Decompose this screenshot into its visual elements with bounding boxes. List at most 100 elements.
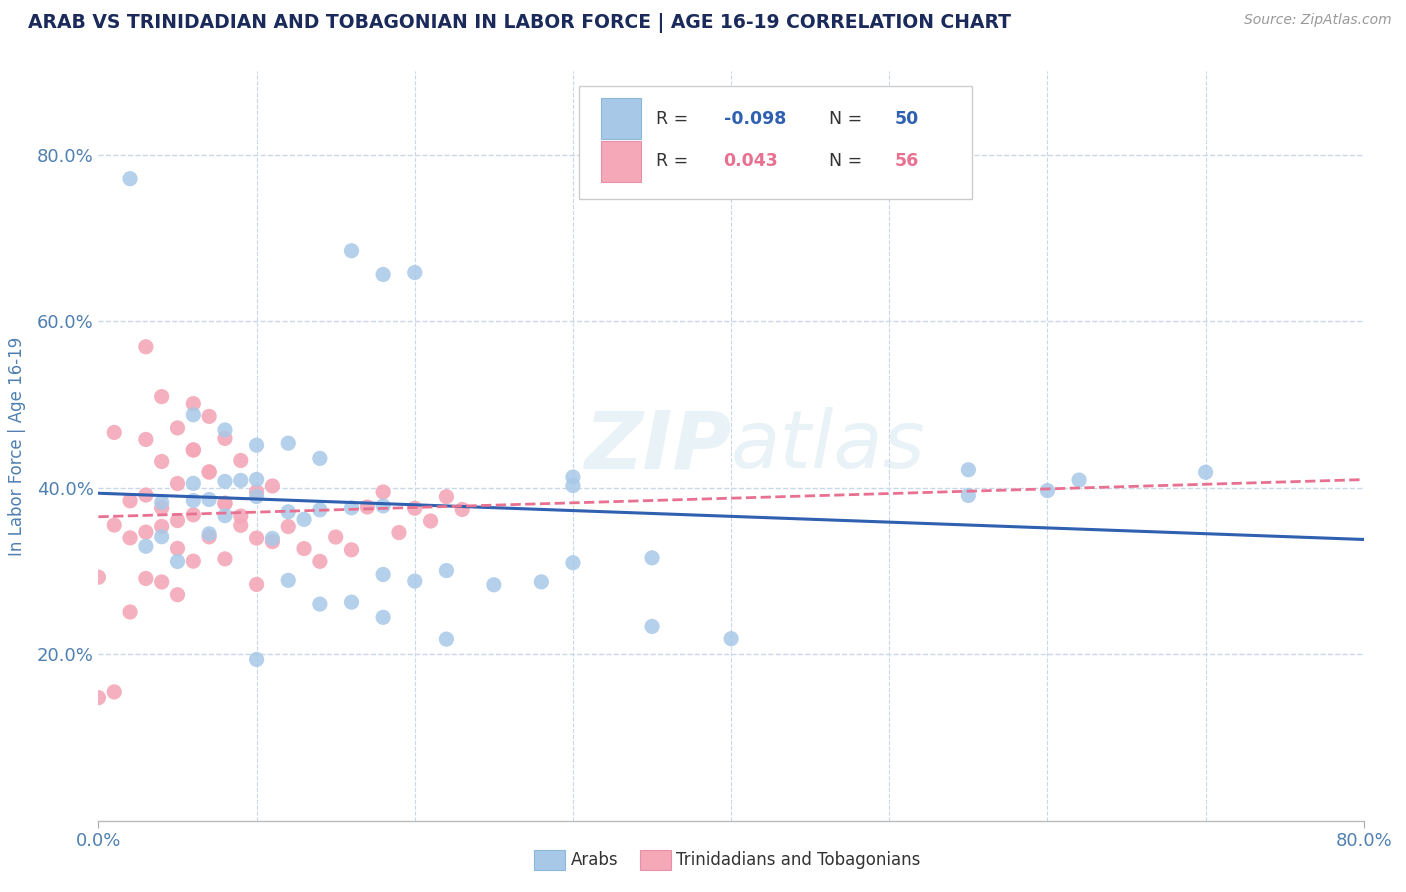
Point xyxy=(120,493,141,508)
Point xyxy=(150,530,173,544)
Point xyxy=(309,503,332,517)
Point xyxy=(277,436,299,450)
Point xyxy=(120,531,141,545)
Point xyxy=(87,570,110,584)
Point xyxy=(340,595,363,609)
Point xyxy=(561,556,585,570)
Text: -0.098: -0.098 xyxy=(724,110,786,128)
Point xyxy=(120,171,141,186)
Point xyxy=(277,574,299,588)
Point xyxy=(183,442,205,457)
Point xyxy=(120,605,141,619)
Point xyxy=(404,574,426,588)
Point xyxy=(103,518,125,533)
Point xyxy=(371,567,394,582)
Point xyxy=(183,408,205,422)
Point xyxy=(309,554,332,568)
Point xyxy=(183,396,205,410)
Point xyxy=(229,509,252,524)
Point xyxy=(166,421,188,435)
Point xyxy=(150,495,173,509)
Point xyxy=(371,610,394,624)
Point xyxy=(262,534,284,549)
Point xyxy=(103,685,125,699)
Point xyxy=(183,508,205,522)
Point xyxy=(229,474,252,488)
Point xyxy=(246,472,269,486)
Point xyxy=(183,442,205,457)
Point xyxy=(198,465,221,479)
Point xyxy=(214,552,236,566)
Point xyxy=(198,409,221,424)
Point xyxy=(214,423,236,437)
Bar xyxy=(600,141,641,182)
Point xyxy=(277,519,299,533)
Point xyxy=(246,577,269,591)
Text: atlas: atlas xyxy=(731,407,927,485)
Point xyxy=(229,518,252,533)
Text: 56: 56 xyxy=(894,153,918,170)
Point xyxy=(198,465,221,479)
Point xyxy=(436,632,458,647)
Point xyxy=(371,499,394,513)
Point xyxy=(530,574,553,589)
Point xyxy=(246,531,269,545)
Point xyxy=(292,512,315,526)
Point xyxy=(340,244,363,258)
Point xyxy=(246,652,269,666)
Point xyxy=(371,268,394,282)
Point xyxy=(135,525,157,540)
Point xyxy=(150,390,173,404)
FancyBboxPatch shape xyxy=(579,87,972,199)
Point xyxy=(340,542,363,557)
Point xyxy=(1036,483,1059,498)
Point xyxy=(246,438,269,452)
Point xyxy=(150,454,173,468)
Text: ARAB VS TRINIDADIAN AND TOBAGONIAN IN LABOR FORCE | AGE 16-19 CORRELATION CHART: ARAB VS TRINIDADIAN AND TOBAGONIAN IN LA… xyxy=(28,13,1011,33)
Text: N =: N = xyxy=(828,153,868,170)
Text: R =: R = xyxy=(657,153,695,170)
Point xyxy=(436,564,458,578)
Point xyxy=(262,479,284,493)
Point xyxy=(198,530,221,544)
Point xyxy=(135,340,157,354)
Point xyxy=(482,578,505,592)
Point xyxy=(150,574,173,589)
Text: 0.043: 0.043 xyxy=(724,153,779,170)
Text: ZIP: ZIP xyxy=(583,407,731,485)
Point xyxy=(166,476,188,491)
Point xyxy=(87,690,110,705)
Point xyxy=(957,488,980,502)
Point xyxy=(183,476,205,491)
Point xyxy=(277,505,299,519)
Point xyxy=(150,519,173,533)
Text: R =: R = xyxy=(657,110,695,128)
Point xyxy=(246,484,269,499)
Text: Arabs: Arabs xyxy=(571,851,619,869)
Bar xyxy=(600,98,641,139)
Point xyxy=(561,470,585,484)
Text: 50: 50 xyxy=(894,110,918,128)
Point xyxy=(1067,473,1090,487)
Point xyxy=(404,501,426,516)
Point xyxy=(103,425,125,440)
Text: N =: N = xyxy=(828,110,868,128)
Point xyxy=(214,432,236,446)
Point xyxy=(436,490,458,504)
Point xyxy=(451,502,474,516)
Point xyxy=(135,433,157,447)
Point xyxy=(325,530,347,544)
Point xyxy=(229,453,252,467)
Point xyxy=(641,550,664,565)
Point xyxy=(150,500,173,515)
Point xyxy=(1194,465,1216,479)
Point xyxy=(198,492,221,507)
Point xyxy=(135,539,157,553)
Point xyxy=(214,496,236,510)
Point xyxy=(561,478,585,492)
Point xyxy=(183,493,205,508)
Point xyxy=(356,500,378,514)
Point xyxy=(419,514,441,528)
Point xyxy=(246,490,269,504)
Point xyxy=(340,500,363,515)
